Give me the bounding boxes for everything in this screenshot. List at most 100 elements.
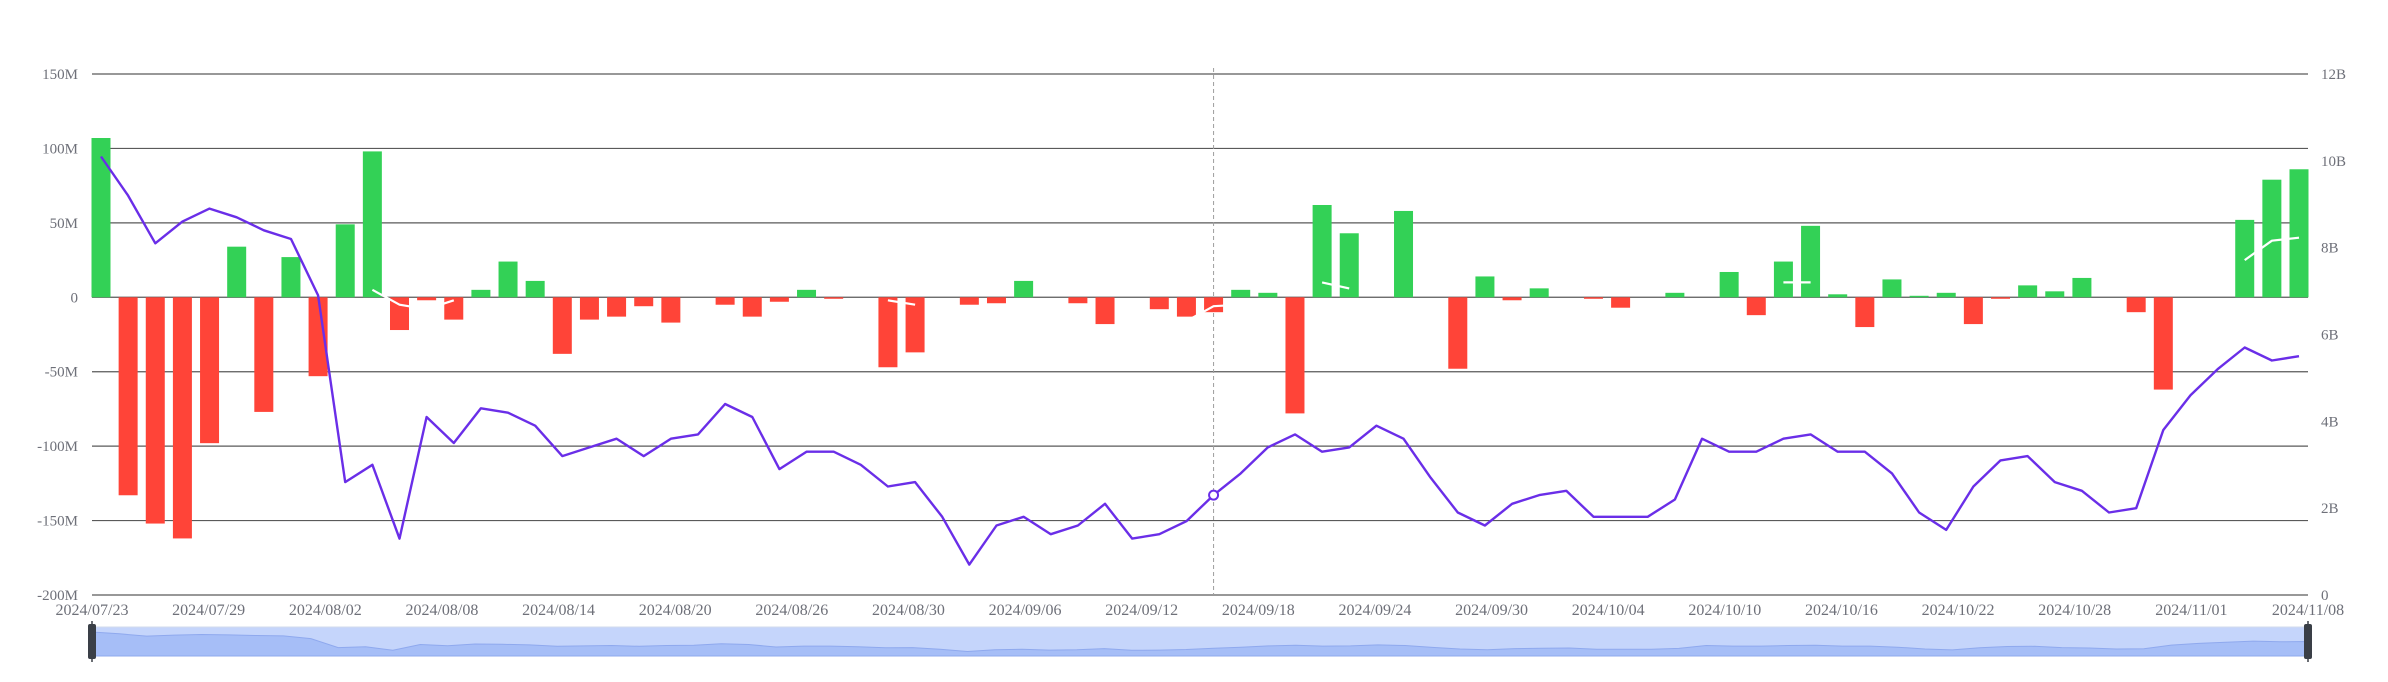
negative-bar [2126,297,2146,313]
negative-bar [254,297,274,412]
negative-bar [579,297,599,320]
positive-bar [1801,225,1821,298]
right-axis-tick: 4B [2321,414,2339,430]
x-axis-tick: 2024/08/30 [872,602,945,619]
x-axis-tick: 2024/10/22 [1922,602,1995,619]
positive-bar [1909,295,1929,298]
right-axis-tick: 2B [2321,501,2339,517]
x-axis-tick: 2024/09/24 [1339,602,1412,619]
positive-bar [471,289,491,298]
negative-bar [1991,297,2011,299]
positive-bar [1475,276,1495,298]
negative-bar [1448,297,1468,369]
negative-bar [905,297,925,353]
x-axis-tick: 2024/10/16 [1805,602,1878,619]
positive-bar [2045,291,2065,298]
negative-bar [607,297,627,317]
negative-bar [145,297,165,524]
x-axis-tick: 2024/09/12 [1105,602,1178,619]
x-axis-tick: 2024/10/10 [1688,602,1761,619]
negative-bar [172,297,192,539]
negative-bar [118,297,138,496]
positive-bar [1773,261,1793,298]
negative-bar [1963,297,1983,325]
left-axis-tick: -100M [37,439,78,455]
negative-bar [308,297,328,377]
x-axis-tick: 2024/07/23 [56,602,129,619]
positive-bar [1312,204,1332,298]
x-axis-tick: 2024/08/02 [289,602,362,619]
x-axis-tick: 2024/09/06 [989,602,1062,619]
negative-bar [200,297,220,444]
negative-bar [824,297,844,299]
negative-bar [1095,297,1115,325]
positive-bar [1014,280,1034,298]
negative-bar [742,297,762,317]
x-axis-tick: 2024/11/08 [2272,602,2344,619]
negative-bar [1068,297,1088,304]
positive-bar [227,246,247,298]
left-axis-tick: -50M [45,365,78,381]
right-axis-tick: 10B [2321,154,2346,170]
positive-bar [335,224,355,298]
negative-bar [986,297,1006,304]
positive-bar [362,151,382,298]
negative-bar [1502,297,1522,301]
negative-bar [417,297,437,301]
positive-bar [91,138,111,298]
positive-bar [1231,289,1251,298]
zoom-handle-right[interactable] [2304,621,2312,662]
right-axis-tick: 8B [2321,241,2339,257]
negative-bar [1149,297,1169,310]
handle-grip[interactable] [88,624,96,659]
series-line-secondary [371,236,2300,323]
left-axis-tick: 50M [50,216,78,232]
negative-bar [715,297,735,305]
zoom-slider-preview [91,631,2309,657]
positive-bar [1828,294,1848,298]
positive-bar [1882,279,1902,298]
x-axis-tick: 2024/09/18 [1222,602,1295,619]
left-axis-tick: -150M [37,514,78,530]
right-axis-tick: 6B [2321,328,2339,344]
zoom-handle-left[interactable] [88,621,96,662]
x-axis-tick: 2024/09/30 [1455,602,1528,619]
crosshair-point [1208,489,1220,501]
x-axis-tick: 2024/08/26 [755,602,828,619]
positive-bar [1529,288,1549,298]
left-axis-tick: 150M [42,67,78,83]
positive-bar [281,257,301,298]
x-axis-tick: 2024/11/01 [2155,602,2227,619]
negative-bar [1746,297,1766,316]
positive-bar [797,289,817,298]
handle-grip[interactable] [2304,624,2312,659]
positive-bar [2072,277,2092,298]
right-axis-tick: 12B [2321,67,2346,83]
positive-bar [1936,292,1956,298]
positive-bar [1665,292,1685,298]
negative-bar [634,297,654,307]
positive-bar [2235,219,2255,298]
negative-bar [552,297,572,354]
positive-bar [2289,169,2309,298]
left-axis-tick: 100M [42,141,78,157]
positive-bar [525,280,545,298]
left-axis-tick: -200M [37,588,78,604]
negative-bar [1855,297,1875,328]
x-axis-tick: 2024/08/20 [639,602,712,619]
series-line-primary [100,155,2300,566]
positive-bar [498,261,518,298]
right-axis-tick: 0 [2321,588,2329,604]
positive-bar [1258,292,1278,298]
x-axis-tick: 2024/08/08 [405,602,478,619]
positive-bar [2018,285,2038,298]
x-axis-tick: 2024/08/14 [522,602,595,619]
positive-bar [2262,179,2282,298]
negative-bar [1611,297,1631,308]
positive-bar [1394,210,1414,298]
x-axis-tick: 2024/07/29 [172,602,245,619]
x-axis-tick: 2024/10/28 [2038,602,2111,619]
negative-bar [878,297,898,368]
negative-bar [959,297,979,305]
